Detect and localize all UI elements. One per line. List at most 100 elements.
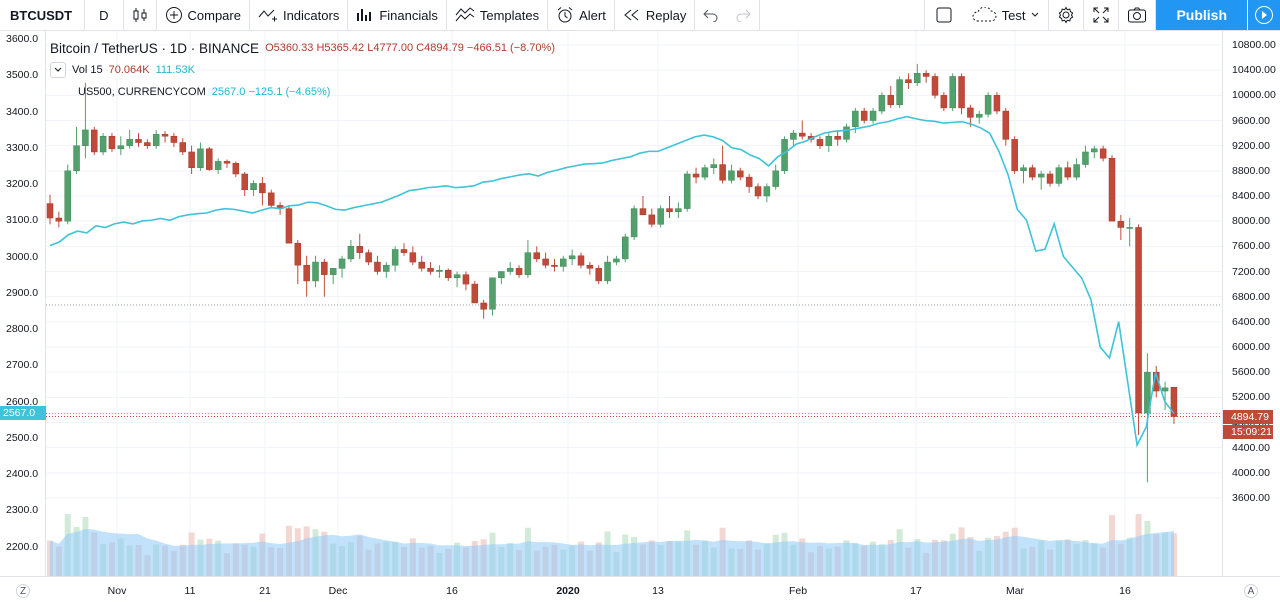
left-axis-label: 3600.0 bbox=[6, 33, 39, 45]
time-axis-label: 16 bbox=[1119, 585, 1131, 597]
financials-icon bbox=[357, 9, 372, 21]
candle-body bbox=[737, 170, 744, 178]
time-axis-label: Nov bbox=[107, 585, 127, 597]
candle-body bbox=[799, 132, 806, 137]
candle-body bbox=[772, 170, 779, 187]
candle-body bbox=[1046, 173, 1054, 184]
legend-title: Bitcoin / TetherUS · 1D · BINANCE bbox=[50, 40, 260, 56]
candle-body bbox=[82, 129, 89, 146]
left-axis-label: 3100.0 bbox=[6, 214, 39, 227]
candle-body bbox=[506, 268, 514, 272]
left-axis-label: 2600.0 bbox=[6, 395, 39, 408]
chart-style-button[interactable] bbox=[124, 0, 157, 30]
candle-body bbox=[630, 208, 638, 238]
candle-body bbox=[790, 132, 797, 140]
candle-body bbox=[356, 246, 363, 253]
left-axis-label: 2700.0 bbox=[6, 359, 39, 372]
right-axis-label: 3600.00 bbox=[1232, 492, 1270, 504]
time-axis-label: Dec bbox=[328, 585, 348, 597]
candle-body bbox=[728, 170, 735, 181]
fullscreen-toggle-button[interactable] bbox=[923, 0, 963, 30]
publish-button[interactable]: Publish bbox=[1156, 0, 1248, 30]
redo-button[interactable] bbox=[727, 0, 761, 30]
candle-body bbox=[940, 95, 948, 109]
left-axis-label: 2800.0 bbox=[6, 323, 39, 335]
candle-body bbox=[374, 261, 381, 272]
time-axis[interactable]: Z A Nov 11 21 Dec 16 2020 13 Feb 17 Mar 16 bbox=[0, 576, 1280, 604]
auto-scale-button[interactable]: A bbox=[1244, 584, 1258, 598]
financials-label: Financials bbox=[379, 7, 438, 23]
zoom-corner-button[interactable]: Z bbox=[16, 584, 30, 598]
candle-body bbox=[303, 264, 310, 282]
right-axis-label: 5600.00 bbox=[1232, 366, 1270, 379]
candle-body bbox=[480, 302, 487, 310]
candle-body bbox=[232, 163, 240, 175]
symbol-search-button[interactable]: BTCUSDT bbox=[0, 0, 86, 30]
candle-body bbox=[683, 173, 691, 209]
candle-body bbox=[321, 261, 328, 275]
interval-button[interactable]: D bbox=[85, 0, 124, 30]
candle-body bbox=[551, 264, 558, 267]
left-price-axis[interactable]: 3600.0 3500.0 3400.0 3300.0 3200.0 3100.0 3000… bbox=[0, 31, 46, 576]
gear-icon bbox=[1059, 6, 1074, 24]
candle-body bbox=[595, 268, 602, 282]
candle-body bbox=[206, 148, 213, 170]
compare-label: Compare bbox=[187, 7, 241, 23]
layout-selector[interactable]: Test bbox=[963, 0, 1050, 30]
right-axis-label: 6000.00 bbox=[1232, 341, 1270, 353]
financials-button[interactable]: Financials bbox=[348, 0, 447, 30]
candle-body bbox=[586, 264, 594, 269]
left-axis-label: 3500.0 bbox=[6, 69, 39, 82]
candle-body bbox=[453, 274, 461, 279]
candle-body bbox=[860, 110, 868, 121]
candle-body bbox=[905, 79, 912, 84]
publish-menu-button[interactable] bbox=[1248, 0, 1280, 30]
legend-collapse-button[interactable] bbox=[50, 62, 66, 78]
candle-body bbox=[834, 135, 841, 140]
candle-body bbox=[108, 135, 116, 150]
candle-body bbox=[1011, 139, 1018, 172]
candle-body bbox=[1037, 173, 1045, 178]
time-axis-label: Mar bbox=[1005, 585, 1025, 597]
bar-countdown-tag: 15:09:21 bbox=[1223, 424, 1273, 439]
chart-pane[interactable]: 3600.0 3500.0 3400.0 3300.0 3200.0 3100.0 3000… bbox=[0, 31, 1280, 604]
right-axis-label: 9600.00 bbox=[1232, 114, 1270, 127]
candle-body bbox=[312, 261, 319, 282]
candle-body bbox=[471, 283, 479, 304]
candle-body bbox=[568, 255, 576, 260]
candle-body bbox=[878, 95, 886, 112]
replay-button[interactable]: Replay bbox=[615, 0, 696, 30]
volume-value: 70.064K bbox=[108, 64, 150, 76]
candle-body bbox=[613, 258, 620, 263]
expand-button[interactable] bbox=[1084, 0, 1120, 30]
alert-button[interactable]: Alert bbox=[548, 0, 615, 30]
candle-body bbox=[675, 208, 682, 212]
candle-body bbox=[852, 110, 859, 128]
last-price-tag: 4894.79 bbox=[1223, 409, 1273, 424]
price-plot[interactable] bbox=[0, 31, 1280, 576]
indicators-button[interactable]: Indicators bbox=[250, 0, 349, 30]
compare-button[interactable]: Compare bbox=[157, 0, 250, 30]
undo-button[interactable] bbox=[695, 0, 727, 30]
candle-body bbox=[825, 135, 833, 146]
snapshot-button[interactable] bbox=[1119, 0, 1157, 30]
candle-body bbox=[745, 176, 753, 187]
candle-body bbox=[409, 252, 417, 263]
settings-button[interactable] bbox=[1049, 0, 1085, 30]
candle-body bbox=[515, 268, 523, 275]
templates-button[interactable]: Templates bbox=[447, 0, 549, 30]
candle-body bbox=[64, 170, 71, 222]
candle-body bbox=[126, 139, 133, 146]
candle-body bbox=[73, 145, 80, 172]
candle-body bbox=[701, 167, 709, 178]
time-axis-label: 17 bbox=[910, 585, 922, 597]
right-price-axis[interactable]: 10800.00 10400.00 10000.00 9600.00 9200.00 88… bbox=[1222, 31, 1280, 576]
candle-body bbox=[533, 252, 540, 260]
candle-body bbox=[1002, 110, 1010, 140]
candle-body bbox=[46, 203, 54, 219]
candle-body bbox=[214, 161, 222, 170]
candle-body bbox=[294, 242, 302, 266]
candle-body bbox=[250, 183, 257, 190]
candle-body bbox=[993, 95, 1001, 112]
candle-body bbox=[1055, 167, 1063, 184]
